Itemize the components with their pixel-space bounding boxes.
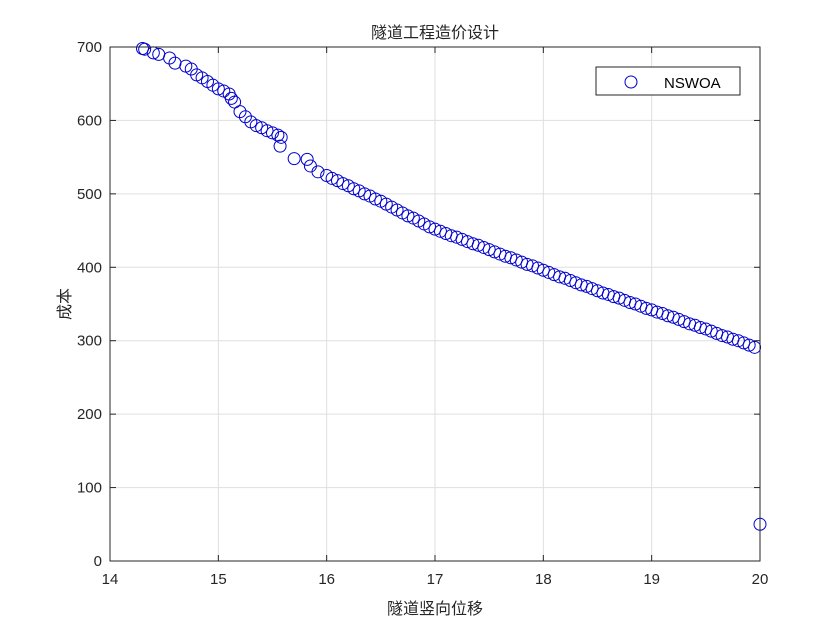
data-point <box>201 75 214 89</box>
x-tick-label: 19 <box>643 571 660 588</box>
data-point <box>238 110 252 124</box>
data-point <box>536 263 550 277</box>
data-point <box>287 152 301 166</box>
legend-marker-icon <box>624 75 638 89</box>
data-point <box>228 95 242 109</box>
data-point <box>504 251 518 265</box>
data-point <box>300 152 314 166</box>
data-point <box>742 338 756 352</box>
data-point <box>244 115 258 129</box>
y-tick-label: 200 <box>77 406 102 423</box>
data-point <box>233 105 247 119</box>
data-point <box>748 340 762 354</box>
data-point <box>450 230 464 244</box>
data-point <box>433 224 447 238</box>
legend[interactable]: NSWOA <box>595 66 741 96</box>
x-tick-label: 20 <box>752 571 769 588</box>
data-point <box>509 253 523 267</box>
y-axis-label: 成本 <box>56 288 74 320</box>
data-point <box>266 126 279 140</box>
data-point <box>477 240 491 254</box>
data-point <box>260 124 274 138</box>
y-tick-label: 500 <box>77 186 102 203</box>
data-point <box>531 261 545 275</box>
x-tick-label: 14 <box>102 571 119 588</box>
data-point <box>358 187 372 201</box>
data-point <box>704 324 718 338</box>
x-tick-label: 18 <box>535 571 552 588</box>
data-point <box>347 182 361 196</box>
data-point <box>211 82 225 96</box>
x-tick-label: 17 <box>427 571 444 588</box>
data-point <box>311 165 325 179</box>
data-point <box>423 220 437 234</box>
data-point <box>401 209 415 223</box>
data-point <box>482 243 496 257</box>
legend-box <box>595 66 741 96</box>
legend-entry-nswoa: NSWOA <box>664 75 721 92</box>
grid <box>109 46 761 562</box>
data-point <box>488 245 502 259</box>
data-point <box>163 51 177 65</box>
data-point <box>138 42 152 56</box>
data-point <box>455 232 469 246</box>
data-point <box>737 336 751 350</box>
y-tick-label: 700 <box>77 39 102 56</box>
data-point <box>628 297 642 311</box>
data-point <box>428 222 442 236</box>
data-point <box>303 159 317 173</box>
data-point <box>699 322 713 336</box>
data-point <box>672 312 686 326</box>
data-point <box>249 119 263 133</box>
data-point <box>542 265 556 279</box>
data-point <box>612 291 626 305</box>
data-point <box>206 78 220 92</box>
data-point <box>368 192 382 206</box>
data-point <box>168 56 182 70</box>
data-point <box>271 128 285 142</box>
chart-title: 隧道工程造价设计 <box>371 24 499 42</box>
data-point <box>274 130 288 144</box>
data-point <box>563 274 577 288</box>
y-tick-label: 0 <box>94 553 102 570</box>
data-point <box>273 139 287 153</box>
data-point <box>580 279 594 293</box>
data-point <box>471 238 485 252</box>
data-point <box>325 171 339 185</box>
y-tick-label: 300 <box>77 333 102 350</box>
data-point <box>666 310 680 324</box>
data-point <box>558 271 572 285</box>
data-point <box>526 259 539 273</box>
y-tick-label: 600 <box>77 112 102 129</box>
y-tick-label: 100 <box>77 480 102 497</box>
data-points <box>136 41 767 531</box>
data-point <box>336 177 350 191</box>
data-point <box>585 282 599 296</box>
x-tick-label: 15 <box>210 571 227 588</box>
x-tick-label: 16 <box>318 571 335 588</box>
x-axis-label: 隧道竖向位移 <box>387 600 483 618</box>
data-point <box>731 334 745 348</box>
y-tick-label: 400 <box>77 259 102 276</box>
data-point <box>224 91 238 105</box>
